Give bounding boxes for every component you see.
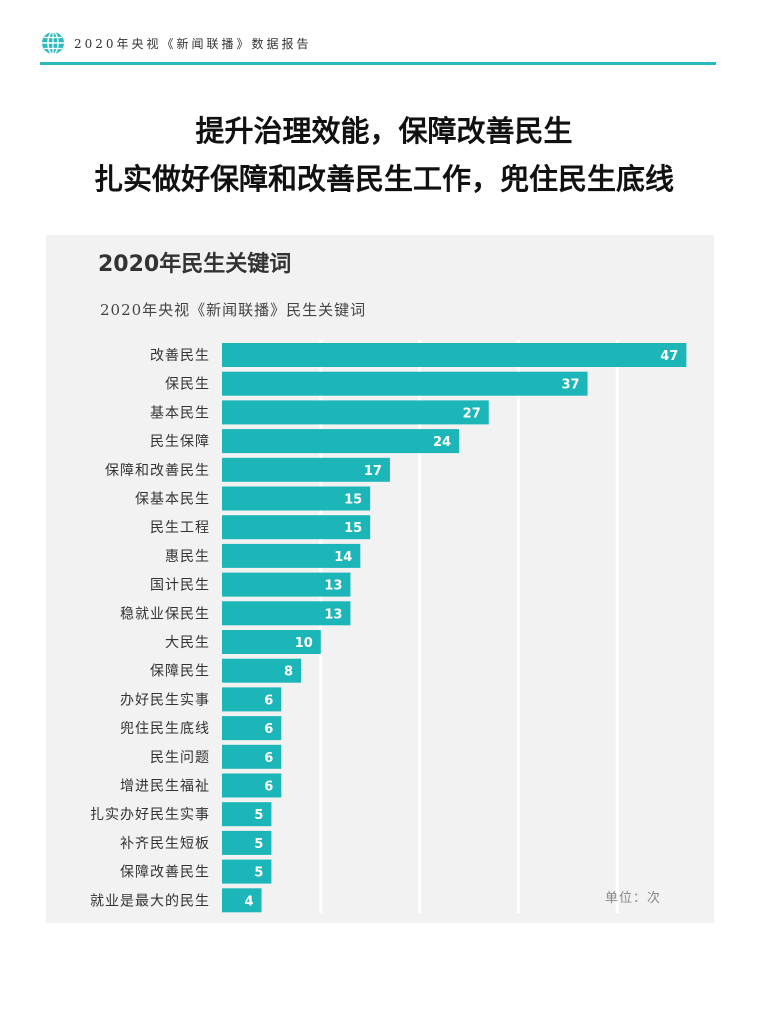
value-label: 14: [334, 550, 352, 565]
report-title: 2020年央视《新闻联播》数据报告: [74, 37, 312, 51]
category-label: 民生工程: [150, 520, 210, 536]
bar: [222, 630, 321, 654]
category-label: 就业是最大的民生: [90, 893, 210, 909]
bar: [222, 572, 351, 597]
bar: [222, 457, 390, 482]
value-label: 6: [264, 722, 273, 737]
value-label: 10: [295, 636, 313, 651]
category-label: 补齐民生短板: [120, 836, 210, 852]
value-label: 27: [463, 406, 481, 421]
value-label: 4: [244, 894, 253, 909]
category-label: 保基本民生: [135, 491, 210, 508]
chart-subtitle: 2020年央视《新闻联播》民生关键词: [100, 301, 367, 319]
bar: [222, 802, 272, 827]
value-label: 47: [660, 349, 678, 364]
category-label: 保障民生: [150, 664, 210, 680]
globe-icon: [42, 31, 64, 55]
bar: [222, 687, 282, 712]
bar: [222, 888, 262, 913]
bar: [222, 371, 588, 396]
category-label: 保民生: [165, 377, 210, 393]
value-label: 17: [364, 464, 382, 479]
value-label: 6: [264, 693, 273, 708]
value-label: 5: [254, 808, 263, 823]
value-label: 24: [433, 435, 451, 450]
value-label: 5: [254, 866, 263, 881]
bar: [222, 400, 489, 425]
value-label: 13: [324, 607, 342, 622]
report-header: 2020年央视《新闻联播》数据报告: [40, 28, 716, 64]
bar: [222, 773, 282, 798]
category-label: 增进民生福祉: [120, 779, 210, 795]
headline-line-2: 扎实做好保障和改善民生工作，兜住民生底线: [93, 162, 674, 196]
value-label: 15: [344, 493, 362, 508]
bar: [222, 830, 272, 855]
category-label: 保障和改善民生: [105, 463, 210, 479]
category-label: 国计民生: [150, 578, 210, 594]
category-label: 保障改善民生: [120, 865, 210, 881]
category-label: 大民生: [165, 635, 210, 651]
value-label: 37: [561, 378, 579, 393]
bar: [222, 429, 460, 454]
category-label: 办好民生实事: [120, 692, 210, 708]
category-label: 基本民生: [150, 404, 210, 421]
bar: [222, 744, 282, 769]
bar: [222, 716, 282, 741]
value-label: 8: [284, 665, 293, 680]
category-label: 民生问题: [150, 750, 210, 766]
headline-line-1: 提升治理效能，保障改善民生: [195, 114, 573, 148]
unit-label: 单位：次: [605, 891, 662, 906]
category-label: 改善民生: [150, 348, 210, 364]
value-label: 13: [324, 579, 342, 594]
value-label: 6: [264, 751, 273, 766]
category-label: 稳就业保民生: [120, 606, 210, 622]
value-label: 6: [264, 780, 273, 795]
bar: [222, 859, 272, 884]
chart-title: 2020年民生关键词: [98, 252, 292, 277]
category-label: 扎实办好民生实事: [90, 807, 210, 823]
category-label: 惠民生: [165, 549, 210, 565]
value-label: 15: [344, 521, 362, 536]
bar: [222, 486, 371, 511]
bar: [222, 658, 302, 683]
category-label: 民生保障: [150, 434, 210, 450]
bar: [222, 343, 687, 367]
bar: [222, 543, 361, 568]
category-label: 兜住民生底线: [120, 721, 210, 737]
value-label: 5: [254, 837, 263, 852]
bar: [222, 601, 351, 626]
bar: [222, 515, 371, 540]
header-divider: [40, 62, 716, 65]
